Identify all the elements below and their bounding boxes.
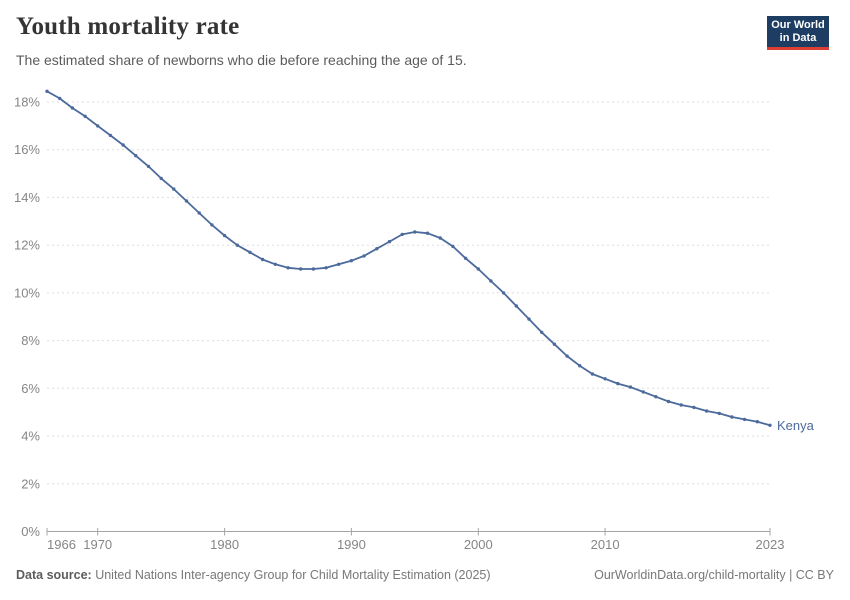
data-point[interactable] [628,385,633,389]
y-tick-label: 6% [21,381,40,396]
data-point[interactable] [527,317,531,321]
data-point[interactable] [375,247,379,251]
data-point[interactable] [730,415,734,419]
y-tick-label: 4% [21,429,40,444]
data-point[interactable] [260,257,265,262]
data-point[interactable] [451,244,455,249]
chart-subtitle: The estimated share of newborns who die … [16,52,467,68]
data-point[interactable] [565,354,569,358]
y-tick-label: 8% [21,333,40,348]
y-tick-label: 0% [21,524,40,539]
data-point[interactable] [387,239,392,244]
data-point[interactable] [286,266,290,270]
y-tick-label: 18% [14,95,40,110]
data-point[interactable] [299,267,303,271]
data-point[interactable] [590,372,595,376]
data-point[interactable] [666,399,671,404]
data-point[interactable] [463,256,468,260]
data-point[interactable] [362,254,366,258]
data-point[interactable] [324,266,328,270]
data-point[interactable] [184,199,189,203]
data-point[interactable] [514,304,518,308]
data-source-text: United Nations Inter-agency Group for Ch… [91,568,491,582]
data-point[interactable] [742,417,747,422]
x-tick-label: 2010 [591,537,620,552]
data-point[interactable] [578,364,582,368]
chart-footer: Data source: United Nations Inter-agency… [16,568,834,582]
y-tick-label: 16% [14,142,40,157]
data-point[interactable] [425,231,430,235]
data-point[interactable] [45,89,49,94]
data-point[interactable] [273,262,277,266]
data-point[interactable] [540,330,544,334]
x-tick-label: 2023 [756,537,785,552]
x-tick-label: 1966 [47,537,76,552]
data-point[interactable] [159,176,163,181]
x-tick-label: 2000 [464,537,493,552]
data-point[interactable] [311,267,316,271]
data-point[interactable] [704,409,709,413]
data-point[interactable] [400,232,404,237]
data-point[interactable] [717,411,721,416]
data-point[interactable] [58,96,62,101]
data-point[interactable] [337,262,341,266]
data-point[interactable] [413,230,417,234]
data-point[interactable] [654,395,658,399]
y-tick-label: 14% [14,190,40,205]
data-point[interactable] [235,243,239,247]
data-point[interactable] [70,106,75,110]
owid-credit-link[interactable]: OurWorldinData.org/child-mortality | CC … [594,568,834,582]
data-point[interactable] [222,233,227,238]
data-point[interactable] [248,250,252,254]
x-tick-label: 1990 [337,537,366,552]
owid-logo-line1: Our World [771,19,825,31]
owid-logo[interactable]: Our World in Data [767,16,829,50]
y-tick-label: 2% [21,476,40,491]
data-source-label: Data source: [16,568,92,582]
data-point[interactable] [603,377,607,381]
data-line[interactable] [46,90,771,427]
data-point[interactable] [768,423,772,427]
data-point[interactable] [349,259,354,263]
entity-label: Kenya [777,418,815,433]
data-point[interactable] [172,187,176,191]
data-point[interactable] [146,164,151,169]
data-point[interactable] [476,267,480,271]
data-point[interactable] [96,124,100,128]
data-point[interactable] [501,291,506,295]
data-point[interactable] [197,211,201,215]
data-point[interactable] [121,143,125,147]
x-tick-label: 1970 [83,537,112,552]
data-point[interactable] [641,390,645,394]
owid-logo-line2: in Data [779,32,817,44]
y-tick-label: 12% [14,238,40,253]
data-point[interactable] [755,420,759,424]
data-point[interactable] [552,342,557,346]
data-source: Data source: United Nations Inter-agency… [16,568,491,582]
data-point[interactable] [134,154,138,158]
data-point[interactable] [108,133,113,138]
x-tick-label: 1980 [210,537,239,552]
data-point[interactable] [679,403,683,407]
data-point[interactable] [83,114,87,119]
y-tick-label: 10% [14,285,40,300]
data-point[interactable] [489,279,493,283]
data-point[interactable] [692,405,696,410]
data-point[interactable] [438,236,442,240]
page-title: Youth mortality rate [16,13,240,40]
data-point[interactable] [616,381,620,386]
data-point[interactable] [210,223,214,227]
